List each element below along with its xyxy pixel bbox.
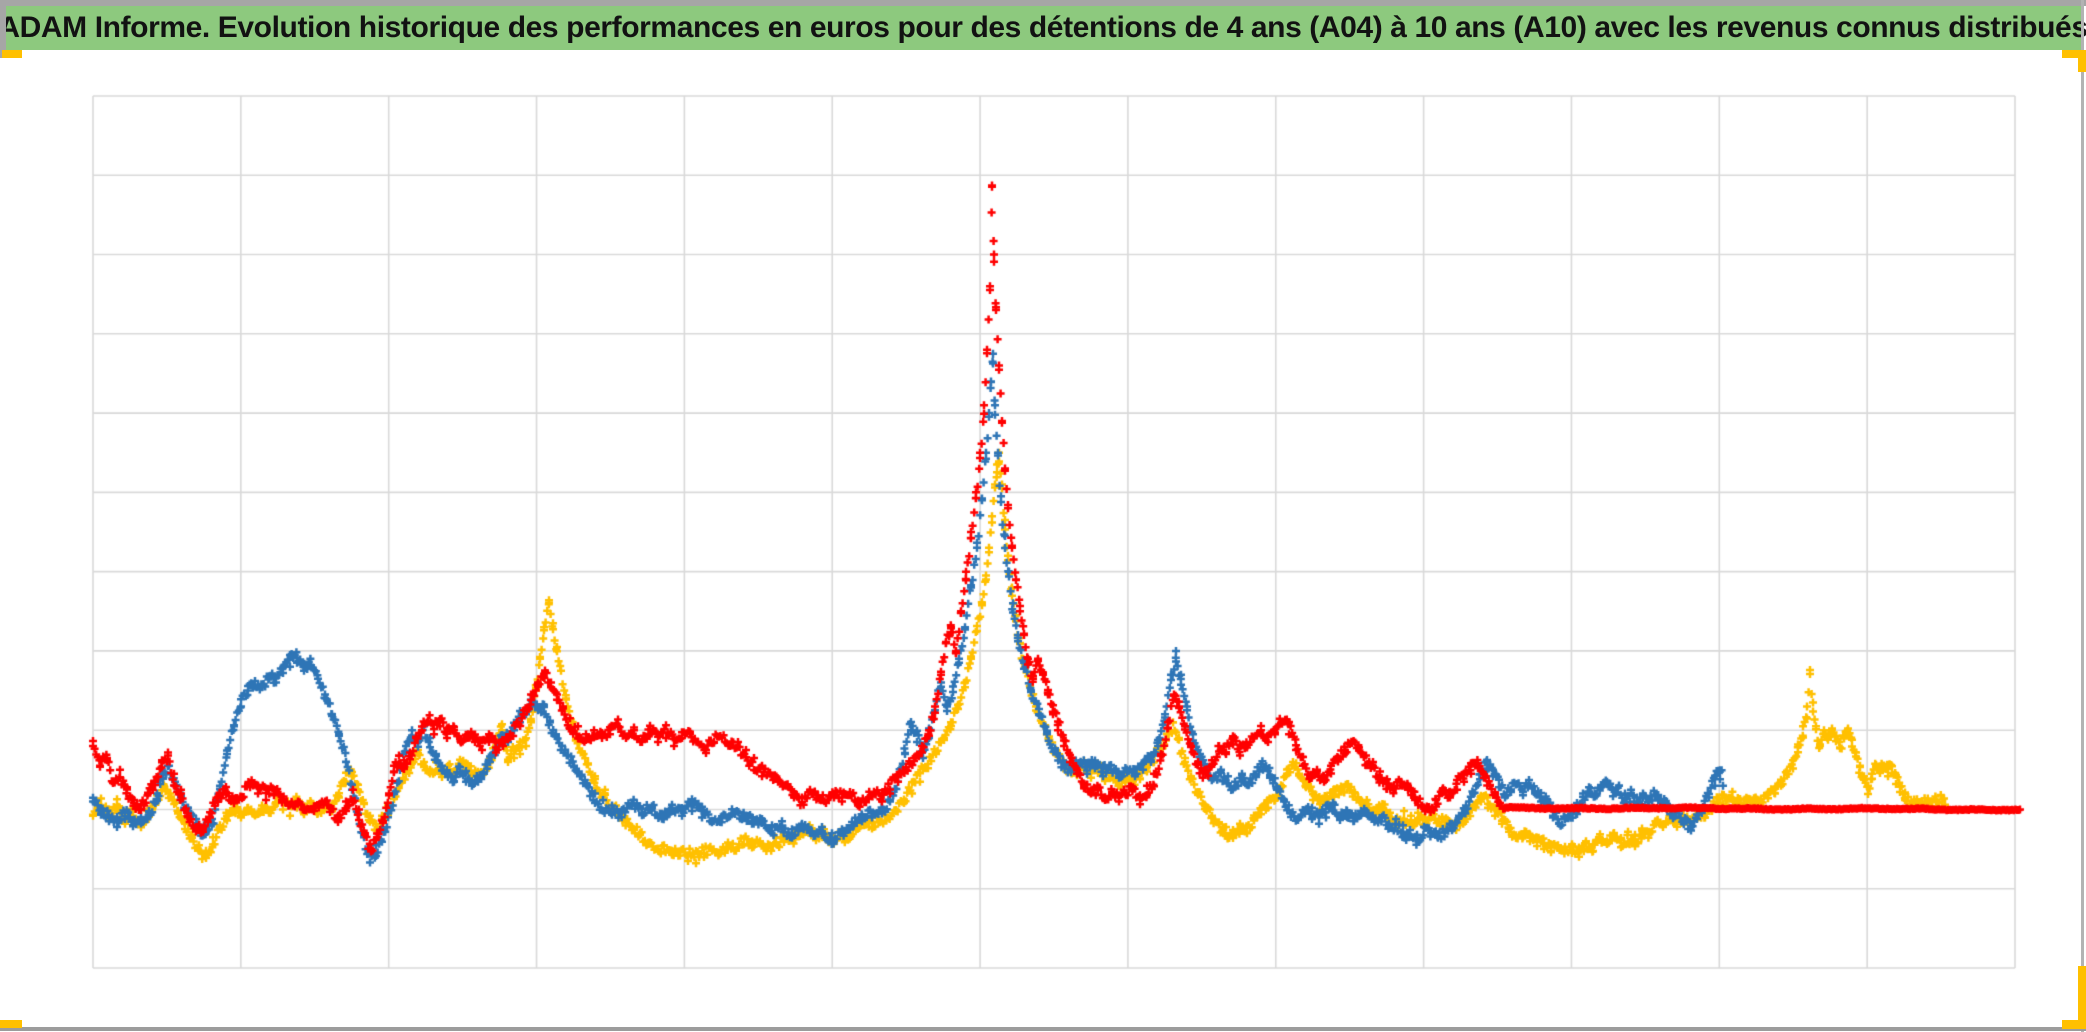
corner-marker-top-right-v: [2078, 50, 2086, 72]
frame-left-sliver: [0, 0, 6, 58]
page-title: ADAM Informe. Evolution historique des p…: [0, 11, 2086, 44]
frame-bottom-border: [0, 1027, 2086, 1031]
corner-marker-top-left: [2, 50, 22, 58]
corner-marker-bottom-left: [0, 1020, 22, 1028]
frame-right-border: [2081, 0, 2084, 1032]
frame-top-border: [0, 0, 2086, 6]
corner-marker-bottom-right-v: [2078, 966, 2086, 1028]
title-bar: ADAM Informe. Evolution historique des p…: [0, 6, 2086, 50]
corner-marker-bottom-right-h: [2062, 1020, 2086, 1029]
corner-marker-top-right-h: [2062, 50, 2086, 58]
